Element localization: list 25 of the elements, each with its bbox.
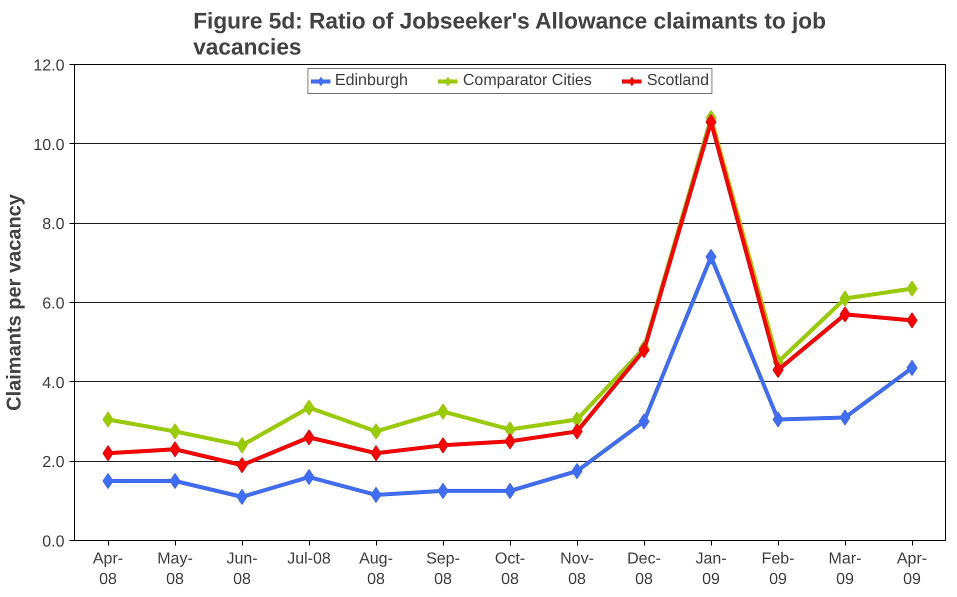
x-tick-label: Aug- 08 [359,550,393,588]
y-tick-label: 12.0 [33,58,65,74]
y-tick-label: 2.0 [42,454,65,472]
legend-label: Comparator Cities [462,72,592,90]
y-tick-label: 4.0 [42,374,65,392]
x-tick-label: May- 08 [157,550,193,588]
x-tick-label: Jul-08 [287,550,331,568]
y-tick-label: 0.0 [42,534,65,550]
x-tick-label: Apr- 09 [896,550,928,588]
legend-label: Edinburgh [334,72,408,90]
x-tick-label: Oct- 08 [494,550,526,588]
x-tick-label: Sep- 08 [426,550,460,588]
x-tick-label: Mar- 09 [828,550,862,588]
x-tick-label: Apr- 08 [92,550,124,588]
y-tick-label: 6.0 [42,296,65,312]
x-tick-label: Jan- 09 [695,550,727,588]
x-tick-label: Nov- 08 [560,550,594,588]
x-tick-label: Feb- 09 [762,550,794,588]
x-tick-label: Dec- 08 [627,550,661,588]
y-tick-label: 10.0 [33,136,65,154]
y-axis-title: Claimants per vacancy [3,193,26,411]
y-tick-label: 8.0 [42,216,65,234]
legend-label: Scotland [646,72,710,90]
chart-title: Figure 5d: Ratio of Jobseeker's Allowance claimants to job vacancies [193,8,826,60]
x-tick-label: Jun- 08 [226,550,258,588]
